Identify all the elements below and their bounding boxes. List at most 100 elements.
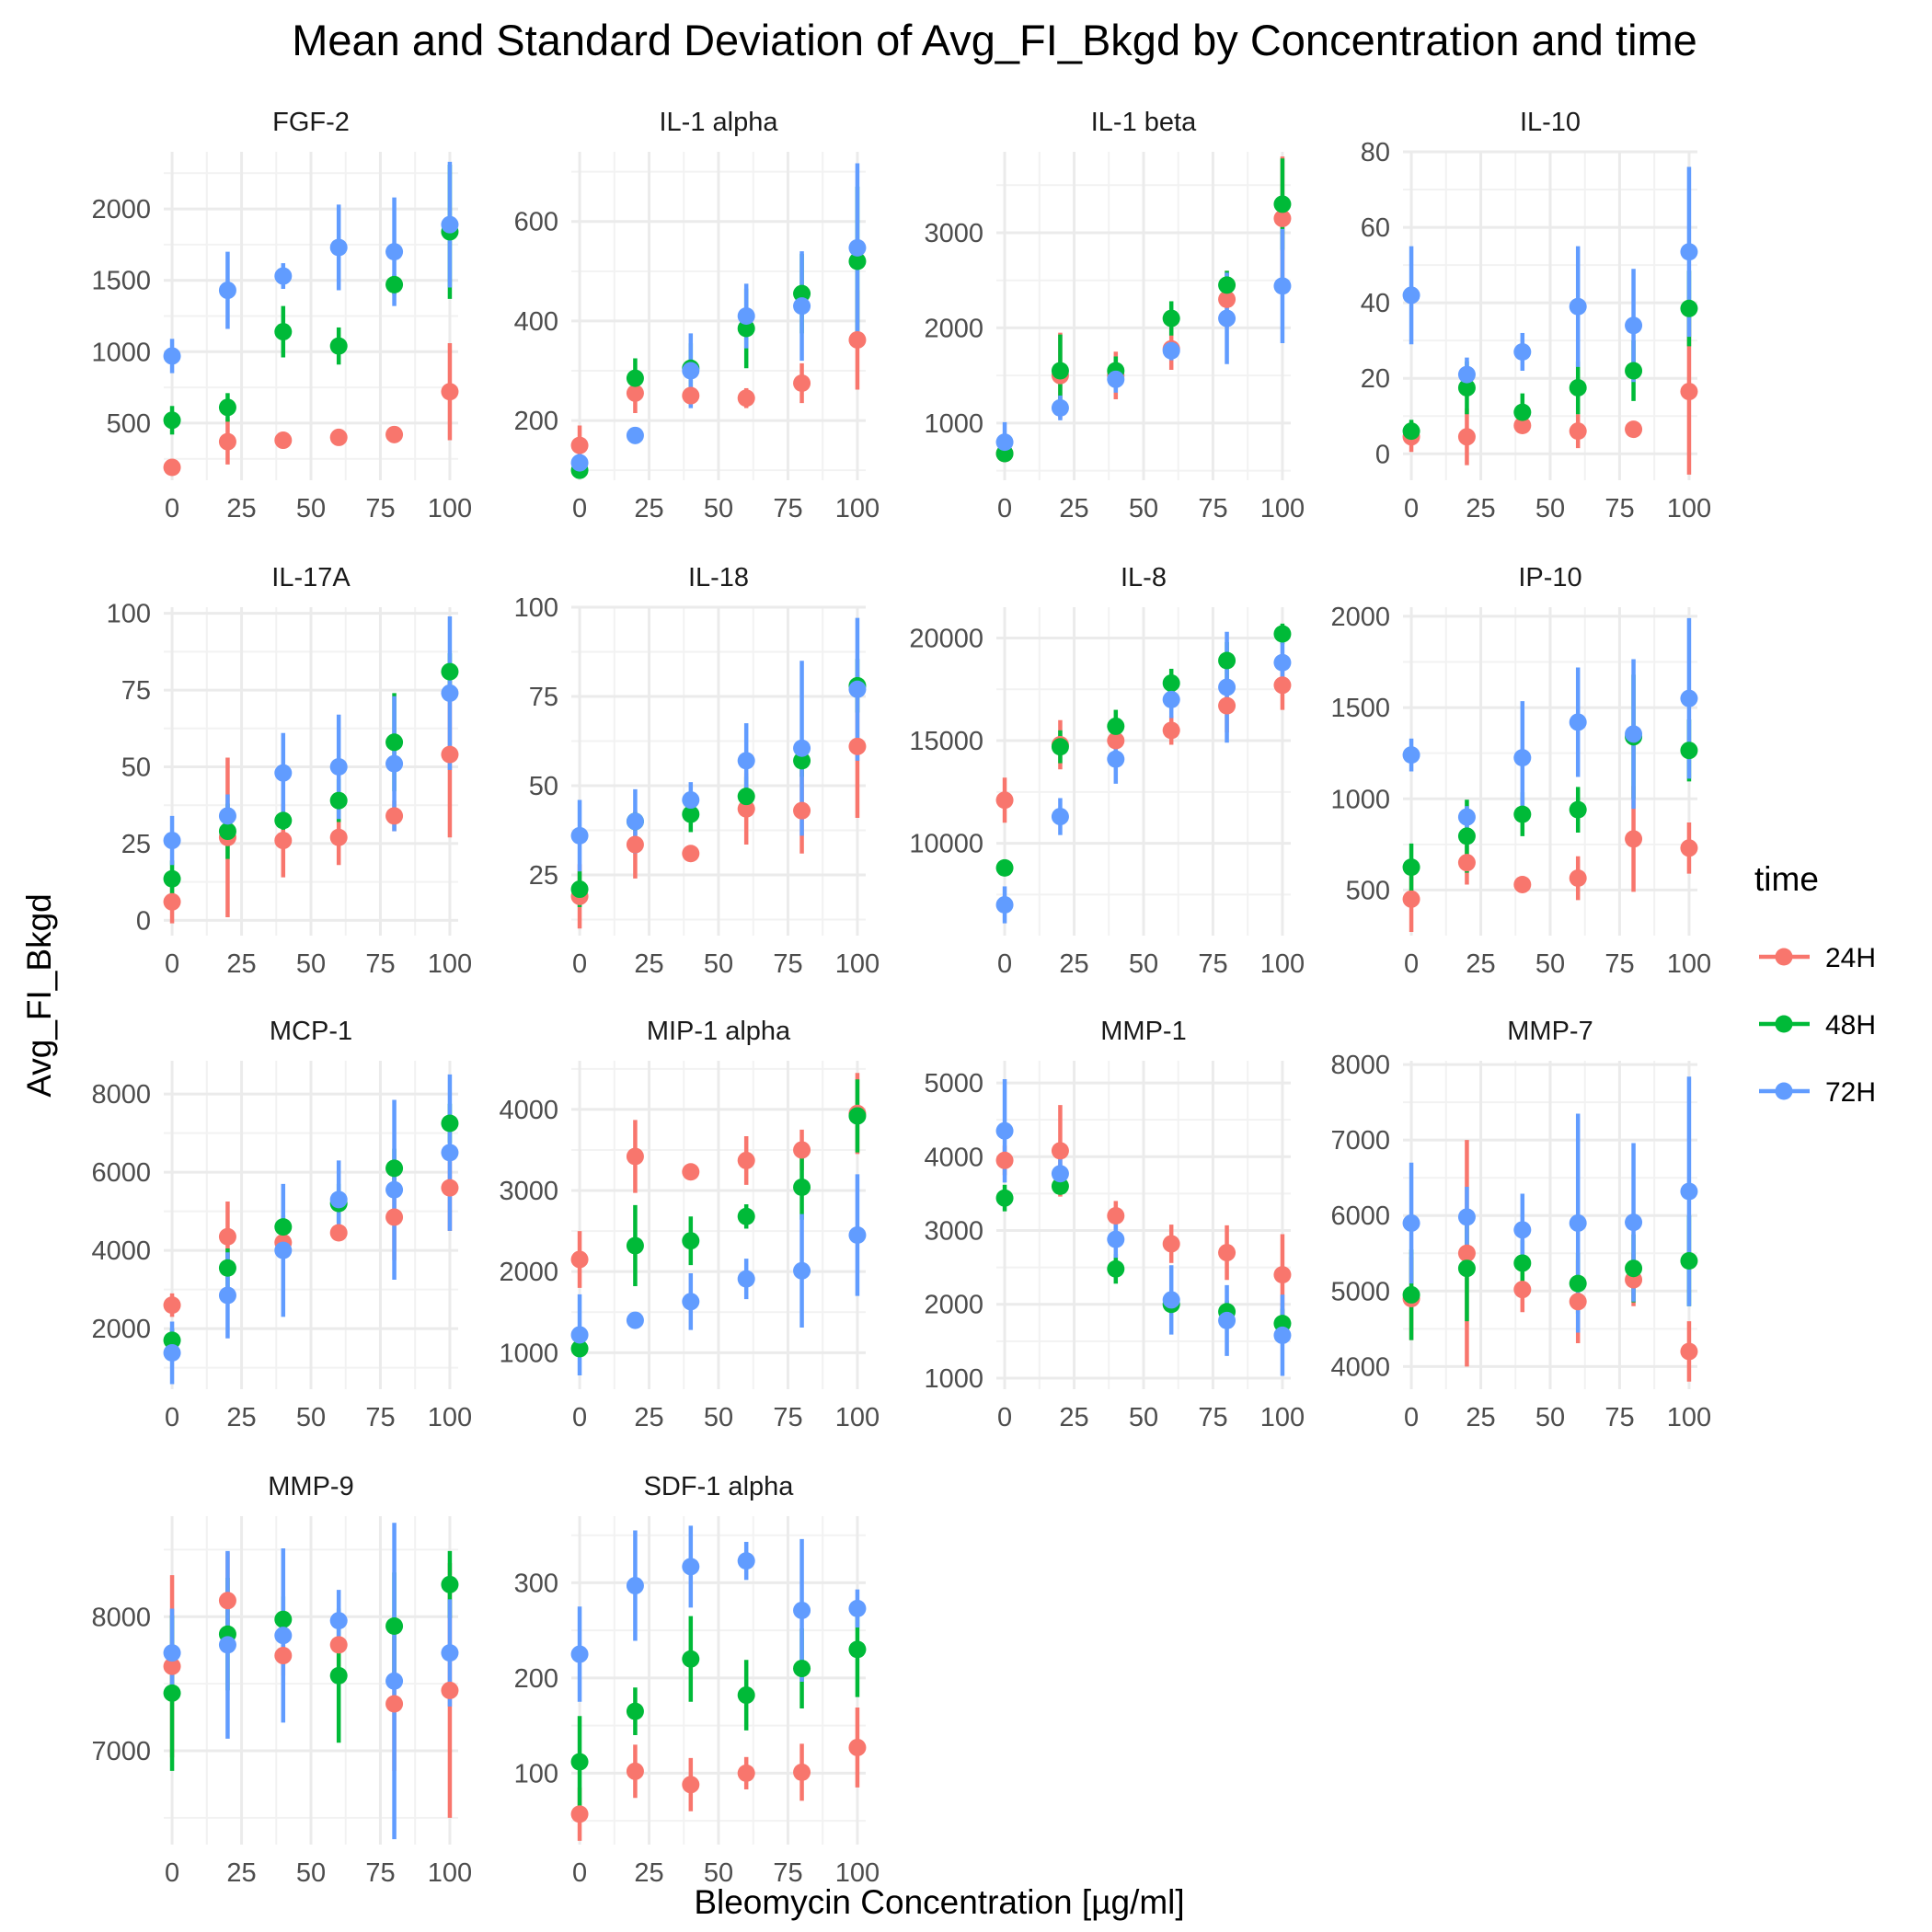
point-72h [793,297,811,316]
point-24h [1513,875,1532,893]
point-72h [329,757,348,776]
point-72h [163,1644,181,1662]
point-24h [793,374,811,393]
x-tick-label: 0 [1404,1403,1419,1432]
y-tick-label: 25 [121,830,151,859]
point-24h [441,383,459,401]
x-tick-label: 0 [165,1858,179,1888]
x-tick-label: 0 [572,494,587,523]
point-72h [995,1121,1014,1140]
point-72h [274,1241,293,1259]
point-24h [1273,209,1292,227]
point-72h [1625,1213,1643,1232]
point-24h [570,1805,589,1823]
point-72h [1162,341,1180,360]
point-72h [1680,689,1698,707]
point-48h [1218,276,1236,294]
facet-mmp-1: 1000 2000 3000 4000 5000 0 25 50 75 100 MMP-1 [924,1017,1305,1432]
x-tick-label: 75 [773,494,802,523]
y-tick-label: 50 [121,753,151,782]
y-tick-label: 100 [514,593,558,623]
facet-fgf-2: 500 1000 1500 2000 0 25 50 75 100 FGF-2 [91,108,472,523]
facet-label: MMP-7 [1507,1017,1593,1046]
point-72h [1162,1291,1180,1309]
point-72h [218,1636,236,1654]
x-axis-title: Bleomycin Concentration [µg/ml] [694,1883,1184,1921]
x-tick-label: 0 [165,949,179,979]
facet-ip-10: 500 1000 1500 2000 0 25 50 75 100 IP-10 [1330,563,1711,979]
point-72h [1051,808,1069,826]
point-48h [1625,362,1643,380]
point-72h [1218,678,1236,696]
point-24h [163,458,181,477]
x-tick-label: 25 [1059,494,1088,523]
x-tick-label: 0 [572,949,587,979]
point-48h [385,733,404,752]
point-48h [1680,742,1698,760]
x-tick-label: 0 [997,949,1012,979]
legend-item-48h: 48H [1759,1010,1876,1041]
point-72h [1457,1208,1476,1226]
point-72h [682,1558,700,1576]
point-24h [848,1738,867,1756]
y-tick-label: 1000 [1330,785,1390,814]
point-72h [793,739,811,757]
legend-key-point [1775,948,1793,966]
x-tick-label: 25 [1466,949,1495,979]
y-tick-label: 7000 [1330,1126,1390,1156]
point-72h [570,454,589,472]
facet-label: MMP-1 [1100,1017,1186,1046]
point-48h [570,1753,589,1771]
point-48h [441,1575,459,1593]
point-24h [1457,428,1476,446]
point-72h [570,826,589,845]
point-48h [218,398,236,417]
point-72h [1273,653,1292,672]
x-tick-label: 100 [428,494,472,523]
y-tick-label: 40 [1361,289,1390,318]
point-24h [1569,422,1587,441]
point-72h [329,238,348,257]
point-48h [682,1232,700,1250]
y-tick-label: 6000 [1330,1202,1390,1231]
point-72h [995,433,1014,452]
x-tick-label: 50 [296,494,326,523]
point-72h [1680,1182,1698,1201]
point-72h [848,1599,867,1617]
point-72h [274,267,293,285]
point-72h [1625,316,1643,335]
x-tick-label: 50 [1535,949,1565,979]
point-24h [1218,1244,1236,1262]
y-tick-label: 1000 [924,1364,983,1394]
point-48h [626,1702,644,1720]
point-24h [737,799,755,818]
point-24h [1273,676,1292,695]
x-tick-label: 25 [226,494,256,523]
point-72h [1051,398,1069,417]
point-72h [848,680,867,698]
point-48h [274,1218,293,1236]
point-72h [1457,365,1476,384]
point-72h [385,1180,404,1199]
x-tick-label: 0 [997,1403,1012,1432]
point-72h [441,215,459,234]
point-24h [385,1695,404,1713]
point-48h [1107,717,1125,735]
x-tick-label: 50 [1535,1403,1565,1432]
point-72h [737,752,755,770]
facet-label: MMP-9 [268,1472,353,1501]
point-48h [848,1107,867,1125]
y-tick-label: 10000 [909,830,983,859]
y-tick-label: 500 [1346,876,1390,905]
point-24h [1569,869,1587,888]
y-tick-label: 7000 [91,1737,151,1766]
point-24h [1680,839,1698,857]
y-tick-label: 400 [514,307,558,337]
facet-mmp-7: 4000 5000 6000 7000 8000 0 25 50 75 100 MMP-7 [1330,1017,1711,1432]
point-24h [385,1208,404,1226]
point-48h [793,752,811,770]
point-72h [1513,342,1532,361]
x-tick-label: 25 [226,949,256,979]
point-72h [274,1627,293,1645]
point-48h [1402,858,1420,877]
